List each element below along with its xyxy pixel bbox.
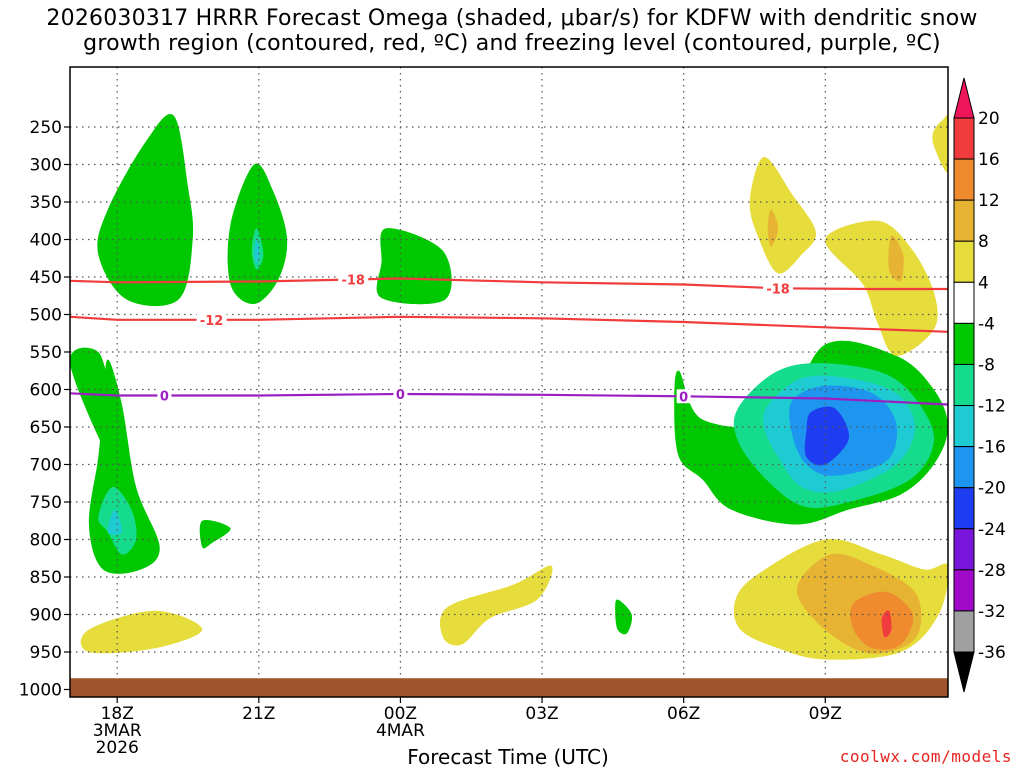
y-tick-label-250: 250 bbox=[30, 118, 62, 138]
x-tick-label-21Z: 21Z bbox=[242, 704, 275, 724]
colorbar-label-0: 20 bbox=[978, 109, 1000, 129]
y-tick-label-700: 700 bbox=[30, 456, 62, 476]
x-axis-title-text: Forecast Time (UTC) bbox=[407, 745, 609, 769]
contour-label-dgz-top-0: -18 bbox=[341, 274, 365, 289]
omega-shade-9 bbox=[199, 519, 231, 549]
contour-label-freezing-level-2: 0 bbox=[679, 390, 688, 405]
x-tick-year-18Z: 2026 bbox=[96, 738, 139, 758]
colorbar: 20 16 12 8 4 -4 -8 -12 -16 -20 -24 -28 -32 -36 bbox=[953, 77, 1006, 693]
y-tick-label-550: 550 bbox=[30, 343, 62, 363]
x-tick-label-03Z: 03Z bbox=[525, 704, 558, 724]
chart-title-line-2: growth region (contoured, red, ºC) and f… bbox=[83, 31, 941, 56]
colorbar-label-5: -4 bbox=[978, 314, 995, 334]
contour-label-bg bbox=[763, 281, 794, 296]
colorbar-bin-1 bbox=[953, 117, 975, 160]
colorbar-bin-6 bbox=[953, 322, 975, 365]
contour-label-bg bbox=[338, 272, 369, 287]
colorbar-label-12: -32 bbox=[978, 602, 1006, 622]
colorbar-bin-11 bbox=[953, 528, 975, 571]
contour-dgz-bottom bbox=[70, 315, 948, 333]
omega-shade-4 bbox=[376, 228, 452, 305]
x-tick-label-06Z: 06Z bbox=[667, 704, 700, 724]
y-tick-label-950: 950 bbox=[30, 643, 62, 663]
y-tick-label-650: 650 bbox=[30, 418, 62, 438]
x-axis-title: Forecast Time (UTC) bbox=[0, 745, 1024, 769]
contour-label-bg bbox=[393, 387, 408, 401]
omega-shade-21 bbox=[80, 610, 203, 654]
colorbar-bin-7 bbox=[953, 363, 975, 407]
colorbar-label-7: -12 bbox=[978, 397, 1006, 417]
omega-shade-3 bbox=[254, 239, 260, 265]
colorbar-bin-2 bbox=[953, 158, 975, 201]
omega-shade-0 bbox=[97, 114, 194, 307]
x-tick-date-00Z: 4MAR bbox=[376, 721, 425, 741]
omega-shade-17 bbox=[767, 209, 779, 247]
y-tick-label-750: 750 bbox=[30, 493, 62, 513]
colorbar-label-2: 12 bbox=[978, 191, 1000, 211]
omega-shade-22 bbox=[439, 565, 553, 646]
colorbar-top-triangle bbox=[953, 77, 975, 119]
omega-shade-19 bbox=[888, 235, 904, 282]
colorbar-label-9: -20 bbox=[978, 479, 1006, 499]
omega-shade-16 bbox=[749, 156, 816, 274]
contour-dgz-top bbox=[70, 277, 948, 291]
y-tick-label-850: 850 bbox=[30, 568, 62, 588]
plot-border bbox=[69, 66, 949, 698]
omega-shade-10 bbox=[615, 599, 633, 635]
colorbar-bin-8 bbox=[953, 405, 975, 448]
colorbar-label-10: -24 bbox=[978, 520, 1006, 540]
y-tick-label-400: 400 bbox=[30, 231, 62, 251]
x-tick-label-09Z: 09Z bbox=[809, 704, 842, 724]
colorbar-bin-9 bbox=[953, 446, 975, 489]
colorbar-bottom-triangle bbox=[953, 651, 975, 693]
x-tick-date-18Z: 3MAR bbox=[93, 721, 142, 741]
contour-label-dgz-top-1: -18 bbox=[766, 282, 790, 297]
omega-shade-8 bbox=[107, 509, 123, 535]
chart-title: 2026030317 HRRR Forecast Omega (shaded, … bbox=[0, 6, 1024, 56]
omega-shade-15 bbox=[804, 406, 850, 466]
omega-shade-25 bbox=[850, 591, 914, 650]
colorbar-label-1: 16 bbox=[978, 150, 1000, 170]
site-credit: coolwx.com/models bbox=[839, 747, 1012, 766]
y-tick-label-300: 300 bbox=[30, 156, 62, 176]
y-tick-label-500: 500 bbox=[30, 306, 62, 326]
contour-label-dgz-bottom-0: -12 bbox=[200, 314, 224, 329]
colorbar-bin-12 bbox=[953, 569, 975, 612]
colorbar-label-8: -16 bbox=[978, 438, 1006, 458]
contour-freezing-level bbox=[70, 392, 948, 406]
y-tick-label-800: 800 bbox=[30, 531, 62, 551]
plot-area: -18 -18 -12 0 0 0 bbox=[70, 67, 948, 697]
colorbar-label-6: -8 bbox=[978, 355, 995, 375]
colorbar-bin-13 bbox=[953, 610, 975, 653]
omega-shade-20 bbox=[932, 115, 948, 173]
contour-label-bg bbox=[157, 388, 172, 403]
contour-label-freezing-level-0: 0 bbox=[160, 390, 169, 405]
y-tick-label-450: 450 bbox=[30, 268, 62, 288]
y-tick-label-600: 600 bbox=[30, 381, 62, 401]
y-tick-label-350: 350 bbox=[30, 193, 62, 213]
chart-title-line-1: 2026030317 HRRR Forecast Omega (shaded, … bbox=[46, 6, 978, 31]
y-tick-label-1000: 1000 bbox=[19, 681, 62, 701]
x-tick-label-00Z: 00Z bbox=[384, 704, 417, 724]
colorbar-label-3: 8 bbox=[978, 232, 989, 252]
colorbar-label-13: -36 bbox=[978, 643, 1006, 663]
colorbar-label-4: 4 bbox=[978, 273, 989, 293]
x-tick-label-18Z: 18Z bbox=[101, 704, 134, 724]
colorbar-bin-5 bbox=[953, 281, 975, 324]
colorbar-bin-10 bbox=[953, 487, 975, 530]
colorbar-bin-4 bbox=[953, 240, 975, 283]
y-tick-label-900: 900 bbox=[30, 606, 62, 626]
terrain bbox=[70, 678, 948, 697]
colorbar-bin-3 bbox=[953, 199, 975, 242]
contour-label-freezing-level-1: 0 bbox=[396, 388, 405, 403]
contour-label-bg bbox=[196, 312, 227, 327]
omega-shade-26 bbox=[881, 610, 892, 638]
colorbar-label-11: -28 bbox=[978, 561, 1006, 581]
contour-label-bg bbox=[676, 389, 691, 404]
